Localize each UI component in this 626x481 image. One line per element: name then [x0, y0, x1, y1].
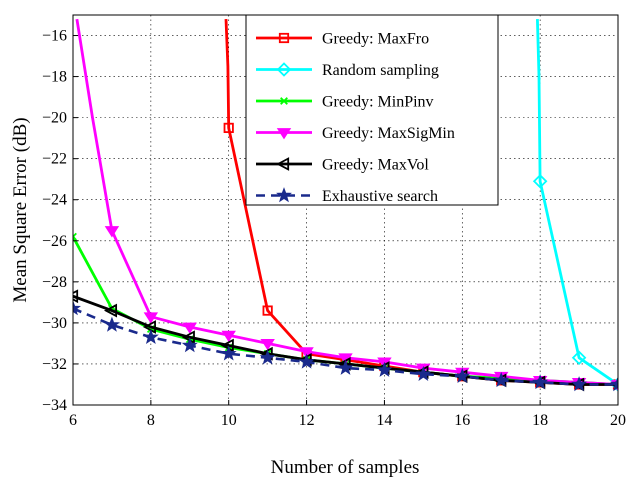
- legend-label: Greedy: MaxSigMin: [322, 125, 455, 142]
- y-tick-label: −32: [42, 356, 67, 373]
- legend-label: Greedy: MinPinv: [322, 94, 434, 111]
- x-tick-label: 8: [147, 412, 155, 429]
- data-point: [376, 361, 393, 377]
- data-point: [298, 353, 315, 369]
- data-point: [223, 122, 234, 133]
- data-point: [337, 359, 354, 375]
- legend-item: Greedy: MaxFro: [256, 31, 429, 48]
- x-tick-label: 6: [69, 412, 77, 429]
- data-point: [276, 187, 292, 203]
- legend-label: Greedy: MaxFro: [322, 31, 429, 48]
- data-point: [276, 62, 292, 77]
- data-point: [415, 365, 432, 381]
- x-axis-label: Number of samples: [271, 457, 420, 478]
- legend-box: [245, 14, 499, 206]
- y-tick-label: −34: [42, 397, 67, 414]
- x-tick-label: 10: [221, 412, 237, 429]
- data-point: [532, 374, 549, 390]
- legend-label: Random sampling: [322, 62, 439, 79]
- legend-item: Greedy: MaxVol: [256, 157, 429, 174]
- legend-item: Exhaustive search: [256, 187, 438, 205]
- data-point: [571, 376, 588, 392]
- data-point: [220, 345, 237, 361]
- data-point: [103, 316, 120, 332]
- data-point: [142, 328, 159, 345]
- data-point: [454, 367, 471, 384]
- y-tick-label: −26: [42, 233, 67, 250]
- data-point: [262, 305, 273, 316]
- data-point: [143, 312, 159, 324]
- tick-labels: 6 8 10 12 14 16 18 20 −34 −32 −30 −28 −26 −24 −22 −20 −1…: [42, 28, 626, 429]
- data-point: [104, 226, 120, 238]
- legend-item: Greedy: MinPinv: [256, 94, 434, 111]
- legend-label: Exhaustive search: [322, 188, 438, 205]
- data-point: [221, 330, 236, 343]
- data-point: [493, 372, 510, 388]
- y-tick-label: −30: [42, 315, 67, 332]
- y-axis-label: Mean Square Error (dB): [10, 117, 31, 302]
- series-line: [75, 18, 618, 386]
- x-tick-label: 16: [454, 412, 470, 429]
- data-point: [571, 350, 587, 366]
- y-tick-label: −18: [42, 69, 67, 86]
- data-point: [259, 349, 276, 365]
- data-point: [276, 128, 292, 140]
- data-point: [260, 339, 275, 351]
- legend-item: Greedy: MaxSigMin: [256, 125, 455, 142]
- series-line: [73, 307, 618, 386]
- data-point: [73, 300, 81, 316]
- series-5: [73, 300, 618, 392]
- legend: Greedy: MaxFro Random sampling Greedy: Min…: [245, 14, 499, 206]
- data-point: [182, 322, 197, 334]
- y-tick-label: −16: [42, 28, 67, 45]
- data-point: [299, 347, 314, 359]
- data-point: [280, 97, 288, 105]
- data-point: [73, 289, 79, 304]
- data-point: [142, 320, 156, 334]
- legend-label: Greedy: MaxVol: [322, 157, 429, 174]
- data-point: [610, 376, 618, 392]
- series-line: [536, 19, 618, 386]
- series-group: [73, 18, 618, 392]
- data-point: [181, 337, 198, 353]
- data-point: [278, 32, 290, 44]
- x-tick-label: 12: [299, 412, 315, 429]
- y-tick-label: −20: [42, 110, 67, 127]
- x-tick-label: 18: [532, 412, 548, 429]
- data-point: [73, 232, 77, 241]
- x-tick-label: 14: [376, 412, 392, 429]
- data-point: [532, 173, 548, 189]
- y-tick-label: −24: [42, 192, 67, 209]
- y-tick-label: −28: [42, 274, 67, 291]
- data-point: [276, 157, 290, 171]
- data-point: [104, 303, 118, 318]
- legend-item: Random sampling: [256, 62, 439, 79]
- y-tick-label: −22: [42, 151, 67, 168]
- x-tick-label: 20: [610, 412, 626, 429]
